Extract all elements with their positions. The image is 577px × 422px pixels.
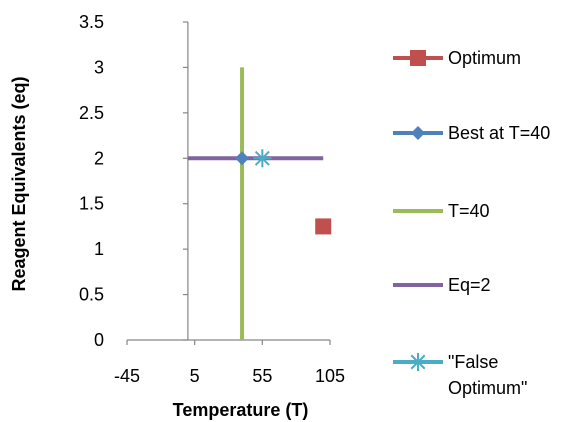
data-point xyxy=(235,151,250,166)
x-tick-label: -45 xyxy=(114,366,140,386)
y-tick-label: 2.5 xyxy=(79,103,104,123)
legend-swatch-marker xyxy=(410,50,426,66)
axes: 00.511.522.533.5-45 5 55 105 xyxy=(79,12,345,386)
legend: Optimum Best at T=40 T=40 Eq=2 "False Optimum… xyxy=(393,48,550,398)
legend-item: Best at T=40 xyxy=(393,123,550,143)
legend-label: Optimum xyxy=(448,48,521,68)
x-tick-label: 55 xyxy=(252,366,272,386)
series-4 xyxy=(253,149,272,168)
legend-item: T=40 xyxy=(393,201,490,221)
x-axis-title: Temperature (T) xyxy=(173,400,309,420)
y-tick-label: 1 xyxy=(94,239,104,259)
legend-item: Eq=2 xyxy=(393,275,491,295)
series-1 xyxy=(235,151,250,166)
y-tick-label: 3.5 xyxy=(79,12,104,32)
legend-label: Eq=2 xyxy=(448,275,491,295)
y-tick-label: 0 xyxy=(94,330,104,350)
series-0 xyxy=(315,218,332,235)
y-tick-label: 1.5 xyxy=(79,194,104,214)
legend-item: "False Optimum" xyxy=(393,352,527,398)
y-tick-label: 3 xyxy=(94,57,104,77)
x-tick-label: 105 xyxy=(315,366,345,386)
legend-swatch-marker xyxy=(409,353,427,371)
y-tick-label: 2 xyxy=(94,148,104,168)
plot-series xyxy=(187,67,332,340)
legend-swatch-marker xyxy=(411,126,425,140)
legend-label: T=40 xyxy=(448,201,490,221)
y-axis-title: Reagent Equivalents (eq) xyxy=(9,76,29,291)
data-point xyxy=(253,149,272,168)
legend-item: Optimum xyxy=(393,48,521,68)
legend-label: "False Optimum" xyxy=(448,352,527,398)
data-point xyxy=(315,218,332,235)
y-tick-label: 0.5 xyxy=(79,285,104,305)
x-tick-label: 5 xyxy=(190,366,200,386)
legend-label: Best at T=40 xyxy=(448,123,550,143)
